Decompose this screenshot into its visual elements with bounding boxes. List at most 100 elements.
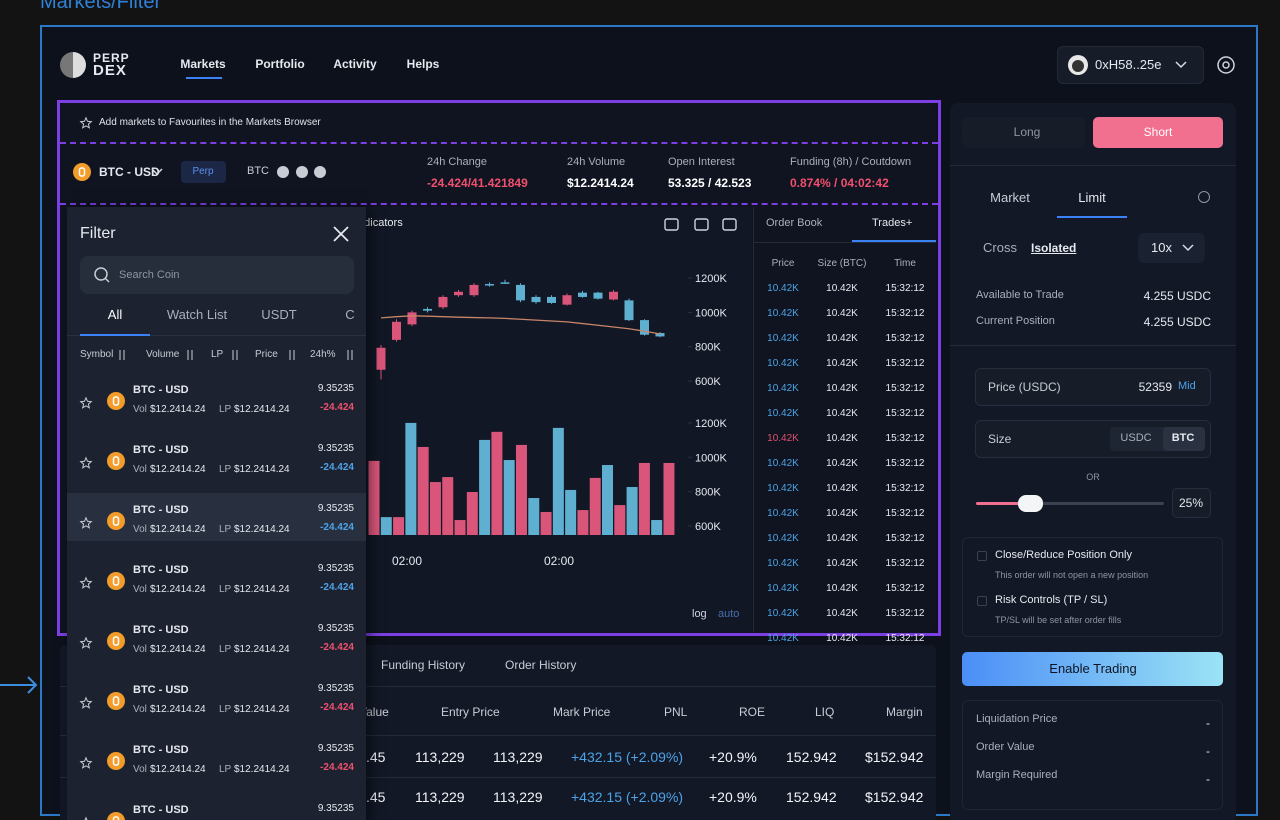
icon-part xyxy=(112,576,120,586)
icon-part xyxy=(694,218,709,231)
nav-link[interactable]: Activity xyxy=(333,56,377,71)
leverage-select[interactable] xyxy=(1138,233,1205,263)
indicators-button[interactable]: Indicators xyxy=(355,217,403,230)
nav-link[interactable]: Markets xyxy=(180,56,226,71)
social-icon[interactable] xyxy=(296,166,308,178)
filter-header[interactable]: Price xyxy=(255,349,278,360)
checkbox[interactable] xyxy=(977,551,987,561)
order-divider xyxy=(950,345,1236,346)
social-icon[interactable] xyxy=(277,166,289,178)
trade-size: 10.42K xyxy=(826,583,858,594)
trade-price: 10.42K xyxy=(767,483,799,494)
volume-bar xyxy=(589,477,601,535)
trade-size: 10.42K xyxy=(826,533,858,544)
checkbox[interactable] xyxy=(977,596,987,606)
stat-label: Funding (8h) / Coutdown xyxy=(790,156,912,169)
row-vol: $12.2414.24 xyxy=(150,704,206,715)
long-button[interactable] xyxy=(962,117,1085,148)
volume-bar xyxy=(417,446,429,535)
y-tick-label: 600K xyxy=(695,521,721,533)
row-lp: $12.2414.24 xyxy=(234,464,290,475)
star-icon[interactable] xyxy=(79,696,93,709)
sort-icon xyxy=(289,350,295,360)
positions-cell: +432.15 (+2.09%) xyxy=(571,788,684,805)
volume-bar xyxy=(638,462,650,535)
price-input[interactable] xyxy=(975,368,1211,406)
trades-tab-divider xyxy=(754,242,936,243)
star-icon[interactable] xyxy=(79,116,93,129)
unit[interactable]: USDC xyxy=(1120,432,1152,445)
trade-time: 15:32:12 xyxy=(885,383,925,394)
trade-size: 10.42K xyxy=(826,333,858,344)
star-icon[interactable] xyxy=(79,576,93,589)
filter-tab[interactable]: Watch List xyxy=(166,307,228,323)
order-type[interactable]: Market xyxy=(990,190,1030,206)
enable-trading-label: Enable Trading xyxy=(1049,661,1137,677)
filter-header[interactable]: Symbol xyxy=(80,349,114,360)
icon-part xyxy=(112,816,120,820)
summary-label: Margin Required xyxy=(976,769,1058,782)
tool-icon[interactable] xyxy=(694,217,709,232)
nav-link[interactable]: Portfolio xyxy=(255,56,305,71)
summary-value: - xyxy=(1206,715,1210,730)
filter-tab[interactable]: All xyxy=(107,307,123,323)
row-change: -24.424 xyxy=(320,582,354,593)
margin-mode[interactable]: Cross xyxy=(983,240,1017,256)
star-icon[interactable] xyxy=(79,396,93,409)
candle-body xyxy=(392,321,401,340)
filter-header[interactable]: Volume xyxy=(146,349,180,360)
trades-tab[interactable]: Order Book xyxy=(766,217,823,230)
trades-header: Price xyxy=(771,258,795,269)
positions-cell: 152.942 xyxy=(786,788,837,805)
row-lp: $12.2414.24 xyxy=(234,584,290,595)
price-label: Price (USDC) xyxy=(988,379,1061,394)
leverage: 10x xyxy=(1151,240,1172,256)
enable-trading-button[interactable] xyxy=(962,652,1223,686)
slider-knob[interactable] xyxy=(1018,495,1043,512)
filter-header[interactable]: 24h% xyxy=(310,349,336,360)
margin-mode[interactable]: Isolated xyxy=(1031,240,1077,255)
candle-body xyxy=(485,284,494,286)
row-price: 9.35235 xyxy=(317,383,354,394)
order-type[interactable]: Limit xyxy=(1078,190,1106,206)
candle-body xyxy=(407,312,417,325)
trade-time: 15:32:12 xyxy=(885,358,925,369)
tool-icon[interactable] xyxy=(722,217,737,232)
short-button[interactable] xyxy=(1093,117,1223,148)
social-icon[interactable] xyxy=(314,166,326,178)
row-symbol: BTC - USD xyxy=(133,624,189,637)
candle-body xyxy=(578,292,587,297)
trade-size: 10.42K xyxy=(826,383,858,394)
stat-label: 24h Volume xyxy=(567,156,626,169)
star-icon[interactable] xyxy=(79,636,93,649)
filter-tab[interactable]: C xyxy=(345,307,355,323)
unit[interactable]: BTC xyxy=(1171,432,1195,445)
star-icon[interactable] xyxy=(79,516,93,529)
unit-active xyxy=(1163,427,1205,451)
positions-cell: 113,229 xyxy=(415,788,465,805)
positions-cell: .45 xyxy=(366,788,386,805)
volume-bar xyxy=(466,492,478,535)
volume-bar xyxy=(651,520,663,535)
options-box xyxy=(962,537,1223,637)
nav-link[interactable]: Helps xyxy=(406,56,440,71)
search-box[interactable] xyxy=(80,256,354,294)
tool-icon[interactable] xyxy=(664,217,679,232)
settings-icon[interactable] xyxy=(1217,56,1235,74)
icon-part xyxy=(1222,61,1230,69)
positions-tab[interactable]: Funding History xyxy=(381,657,466,672)
row-price: 9.35235 xyxy=(317,803,354,814)
icon-part xyxy=(107,392,125,410)
star-icon[interactable] xyxy=(79,456,93,469)
close-icon[interactable] xyxy=(333,226,349,242)
trade-time: 15:32:12 xyxy=(885,558,925,569)
icon-part xyxy=(79,696,93,709)
icon-part xyxy=(112,696,120,706)
trades-tab[interactable]: Trades+ xyxy=(872,217,913,230)
filter-tab[interactable]: USDT xyxy=(261,307,297,323)
star-icon[interactable] xyxy=(79,756,93,769)
filter-header[interactable]: LP xyxy=(211,349,224,360)
perp-badge xyxy=(181,161,226,183)
positions-tab[interactable]: Order History xyxy=(505,657,577,672)
trades-divider xyxy=(753,207,754,632)
